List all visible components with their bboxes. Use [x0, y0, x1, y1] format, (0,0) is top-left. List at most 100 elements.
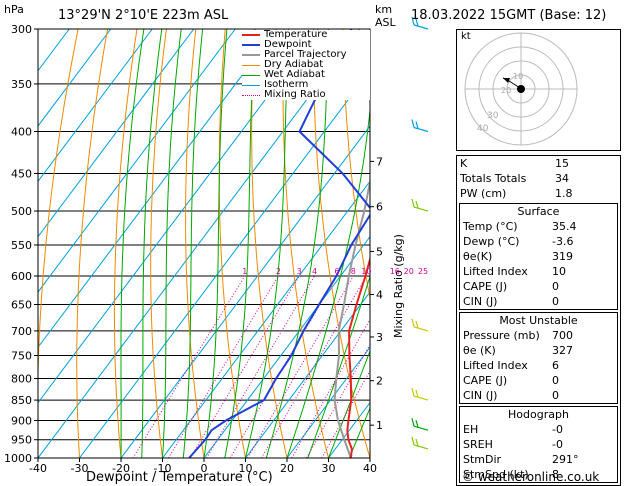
dry-adiabat-line: [342, 29, 370, 301]
wind-barb-icon: [411, 418, 415, 427]
surface-row: Lifted Index 10: [460, 264, 617, 279]
pressure-label: 600: [11, 270, 32, 283]
wet-adiabat-line: [182, 29, 204, 458]
legend-swatch: [242, 34, 260, 36]
km-label: 6: [376, 201, 383, 214]
row-value: 291°: [552, 453, 579, 466]
km-label: km: [375, 3, 393, 16]
dry-adiabat-line: [38, 29, 79, 458]
isotherm-line: [286, 346, 370, 458]
most-unstable-section: Most Unstable Pressure (mb) 700 θe (K) 327…: [459, 312, 618, 404]
mixing-ratio-line: [167, 275, 279, 458]
row-value: 35.4: [552, 220, 577, 233]
x-tick-label: 30: [322, 462, 336, 475]
hodo-row: EH -0: [460, 422, 617, 437]
row-label: Pressure (mb): [463, 329, 540, 342]
wind-barb-icon: [413, 395, 429, 401]
dry-adiabat-line: [185, 29, 205, 458]
mu-row: Pressure (mb) 700: [460, 328, 617, 343]
mixing-ratio-label: 8: [351, 267, 356, 276]
surface-row: CAPE (J) 0: [460, 279, 617, 294]
wet-adiabat-line: [162, 29, 182, 458]
x-tick-label: -10: [154, 462, 172, 475]
pressure-label: 700: [11, 325, 32, 338]
row-value: 0: [552, 280, 559, 293]
wind-barb-icon: [411, 198, 415, 208]
mixing-ratio-label: 4: [312, 267, 317, 276]
row-value: -0: [552, 438, 563, 451]
legend-item: Temperature: [242, 30, 370, 40]
km-label: 5: [376, 245, 383, 258]
x-tick-label: -20: [112, 462, 130, 475]
index-label: PW (cm): [460, 187, 507, 200]
mu-row: CIN (J) 0: [460, 388, 617, 403]
row-value: -3.6: [552, 235, 574, 248]
km-label: 4: [376, 288, 383, 301]
mu-row: CAPE (J) 0: [460, 373, 617, 388]
wind-barb-icon: [413, 444, 429, 450]
most-unstable-title: Most Unstable: [499, 314, 578, 327]
pressure-label: 550: [11, 239, 32, 252]
x-tick-label: -30: [71, 462, 89, 475]
index-value: 1.8: [555, 187, 573, 200]
km-label: 1: [376, 419, 383, 432]
wind-barb-icon: [415, 121, 419, 129]
x-tick-label: -40: [29, 462, 47, 475]
dry-adiabat-line: [282, 29, 329, 458]
mixing-ratio-label: 6: [334, 267, 339, 276]
hodograph-kt-label: kt: [461, 31, 471, 42]
mu-row: Lifted Index 6: [460, 358, 617, 373]
row-label: StmDir: [463, 453, 502, 466]
hodograph: kt 10 20 30 40: [456, 29, 621, 151]
hodo-row: StmSpd (kt) 8: [460, 467, 617, 482]
row-value: 0: [552, 389, 559, 402]
x-tick-label: 20: [280, 462, 294, 475]
hodograph-ring-label: 10: [513, 72, 523, 81]
legend-label-isotherm: Isotherm: [264, 79, 309, 90]
hodograph-ring-label: 30: [487, 111, 499, 121]
legend-item: Parcel Trajectory: [242, 50, 370, 60]
wind-barb-icon: [413, 126, 429, 133]
wind-barb-icon: [411, 436, 415, 446]
wet-adiabat-line: [120, 29, 145, 458]
hodograph-title: Hodograph: [508, 408, 569, 421]
row-label: Temp (°C): [463, 220, 518, 233]
pressure-label: 350: [11, 78, 32, 91]
row-label: CIN (J): [463, 295, 498, 308]
row-value: 700: [552, 329, 573, 342]
wind-barb-icon: [415, 438, 419, 447]
legend-label-dewpoint: Dewpoint: [264, 39, 312, 50]
legend-swatch: [242, 74, 260, 76]
pressure-label: 750: [11, 349, 32, 362]
row-label: Lifted Index: [463, 359, 528, 372]
wind-barb-icon: [413, 206, 429, 212]
index-row: K 15: [457, 156, 620, 171]
wind-barb-icon: [413, 326, 429, 332]
surface-row: CIN (J) 0: [460, 294, 617, 309]
row-label: CAPE (J): [463, 280, 508, 293]
surface-row: Temp (°C) 35.4: [460, 219, 617, 234]
legend-label-dry-adiabat: Dry Adiabat: [264, 59, 324, 70]
x-axis-label: Dewpoint / Temperature (°C): [86, 470, 273, 485]
wind-barb-icon: [411, 119, 415, 128]
copyright-footer: © weatheronline.co.uk: [462, 470, 600, 484]
datetime-text: 18.03.2022 15GMT (Base: 12): [411, 8, 607, 23]
index-row: PW (cm) 1.8: [457, 186, 620, 201]
legend: Temperature Dewpoint Parcel Trajectory D…: [242, 30, 370, 100]
wind-barb-icon: [411, 387, 415, 397]
hodograph-ring-label: 40: [477, 124, 489, 134]
wet-adiabat-line: [141, 29, 163, 458]
wet-adiabat-line: [307, 274, 370, 458]
row-value: 8: [552, 468, 559, 481]
asl-label: ASL: [375, 16, 396, 29]
legend-item: Isotherm: [242, 80, 370, 90]
hodo-row: StmDir 291°: [460, 452, 617, 467]
km-label: 7: [376, 155, 383, 168]
legend-item: Mixing Ratio: [242, 90, 370, 100]
pressure-label: 500: [11, 205, 32, 218]
legend-label-wet-adiabat: Wet Adiabat: [264, 69, 325, 80]
pressure-label: 800: [11, 372, 32, 385]
legend-label-temperature: Temperature: [264, 29, 328, 40]
isotherm-line: [38, 29, 319, 404]
mixing-ratio-line: [189, 275, 300, 458]
